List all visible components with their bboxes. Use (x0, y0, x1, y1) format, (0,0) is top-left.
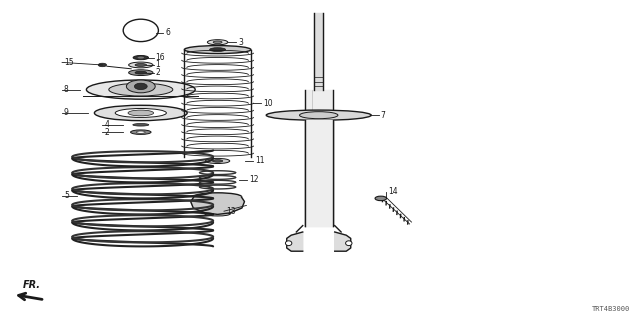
Ellipse shape (300, 112, 338, 119)
Ellipse shape (194, 193, 242, 201)
Ellipse shape (135, 71, 147, 74)
Ellipse shape (127, 80, 156, 93)
Text: 11: 11 (255, 156, 264, 165)
Text: 15: 15 (64, 58, 74, 67)
Ellipse shape (86, 80, 195, 99)
Text: 6: 6 (165, 28, 170, 37)
Ellipse shape (138, 57, 144, 59)
Text: 8: 8 (64, 85, 68, 94)
Ellipse shape (210, 48, 226, 52)
Text: 9: 9 (64, 108, 69, 117)
Ellipse shape (95, 105, 188, 121)
Text: 2: 2 (156, 68, 160, 77)
Polygon shape (191, 197, 244, 214)
Text: 16: 16 (156, 53, 165, 62)
Ellipse shape (115, 108, 166, 117)
Ellipse shape (128, 110, 154, 116)
Ellipse shape (133, 124, 149, 126)
Ellipse shape (135, 64, 147, 67)
Text: 3: 3 (238, 38, 243, 47)
Polygon shape (335, 232, 351, 251)
Ellipse shape (136, 131, 145, 133)
Text: FR.: FR. (23, 280, 41, 290)
Ellipse shape (285, 241, 292, 246)
Ellipse shape (109, 83, 173, 96)
Ellipse shape (131, 130, 151, 134)
Text: 1: 1 (156, 60, 160, 69)
Text: TRT4B3000: TRT4B3000 (592, 306, 630, 312)
Ellipse shape (99, 63, 106, 67)
Text: 12: 12 (249, 175, 259, 184)
Ellipse shape (346, 241, 352, 246)
Ellipse shape (129, 70, 153, 76)
Polygon shape (287, 232, 303, 251)
Ellipse shape (213, 41, 222, 44)
Ellipse shape (205, 158, 230, 164)
Ellipse shape (375, 196, 387, 201)
Text: 4: 4 (104, 120, 109, 129)
Text: 7: 7 (381, 111, 386, 120)
Text: 2: 2 (104, 128, 109, 137)
Text: 10: 10 (263, 99, 273, 108)
Ellipse shape (207, 40, 228, 45)
Ellipse shape (212, 160, 223, 162)
Ellipse shape (205, 212, 230, 216)
Text: 14: 14 (388, 188, 397, 196)
Ellipse shape (133, 56, 148, 60)
Ellipse shape (129, 62, 153, 68)
Ellipse shape (266, 110, 371, 120)
Ellipse shape (134, 83, 147, 90)
Text: 5: 5 (64, 191, 69, 200)
Text: 13: 13 (226, 207, 236, 216)
Ellipse shape (184, 46, 251, 54)
